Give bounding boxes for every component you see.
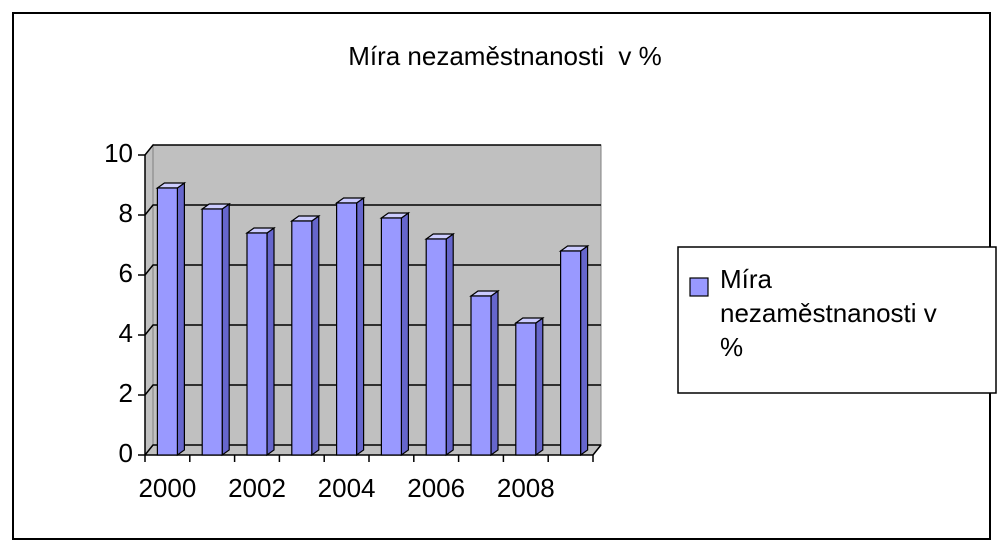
bar-side <box>176 181 185 457</box>
bar-side <box>311 214 320 457</box>
bar <box>246 232 268 456</box>
y-tick-label: 0 <box>119 438 133 468</box>
bar <box>425 238 447 456</box>
legend-swatch <box>689 277 709 297</box>
bar-side <box>356 196 365 457</box>
bar <box>380 217 402 456</box>
bar <box>201 208 223 456</box>
bar <box>559 250 582 456</box>
bar <box>156 187 178 456</box>
bar-side <box>490 289 499 457</box>
y-tick-label: 2 <box>119 378 133 408</box>
bar-side <box>579 244 589 457</box>
x-tick-label: 2006 <box>407 473 465 503</box>
bar <box>515 322 537 456</box>
bar-side <box>445 232 454 457</box>
x-axis-depth <box>592 444 602 456</box>
chart-title: Míra nezaměstnanosti v % <box>348 41 662 71</box>
x-tick-label: 2000 <box>138 473 196 503</box>
y-tick-label: 8 <box>119 198 133 228</box>
bar-side <box>266 226 275 457</box>
legend-box <box>677 246 997 394</box>
y-tick-label: 4 <box>119 318 133 348</box>
x-tick-label: 2008 <box>497 473 555 503</box>
legend-label: Míra nezaměstnanosti v % <box>720 264 937 362</box>
grid-line <box>144 204 601 216</box>
x-tick-label: 2002 <box>228 473 286 503</box>
y-tick-label: 6 <box>119 258 133 288</box>
bar <box>291 220 313 456</box>
bar-side <box>221 202 230 457</box>
side-wall <box>144 143 154 457</box>
bar <box>336 202 358 456</box>
y-tick-label: 10 <box>104 138 133 168</box>
bar <box>470 295 492 456</box>
bar-side <box>535 316 544 457</box>
bar-side <box>400 211 409 457</box>
x-tick-label: 2004 <box>318 473 376 503</box>
grid-line <box>144 144 601 156</box>
